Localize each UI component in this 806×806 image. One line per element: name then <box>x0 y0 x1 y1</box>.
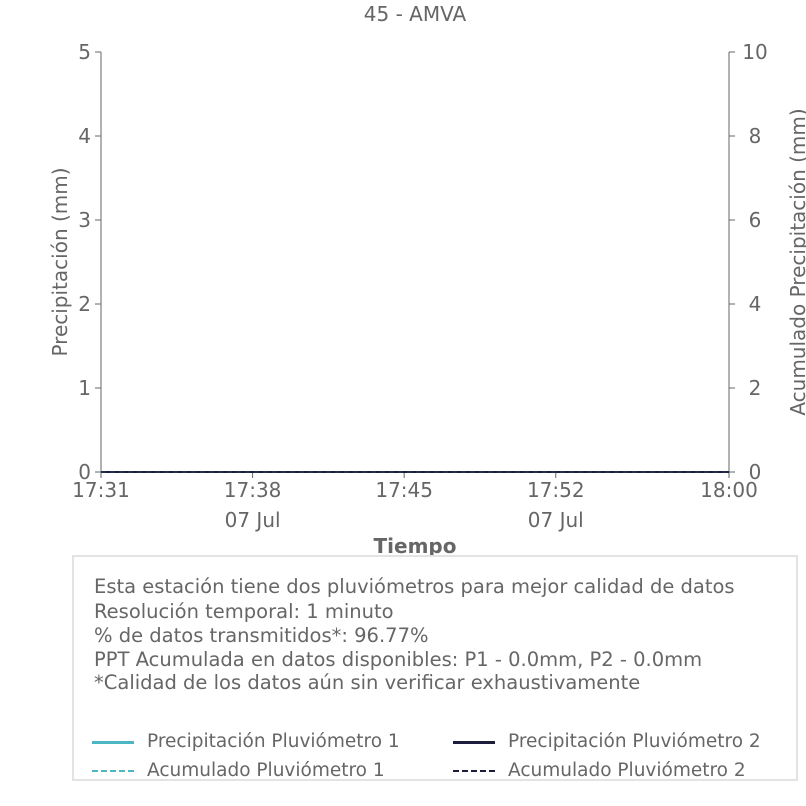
chart-area: 45 - AMVA 0 1 2 3 4 5 0 2 4 6 8 10 17:31 17:38 07 Jul 1… <box>48 2 806 558</box>
legend-label: Acumulado Pluviómetro 1 <box>147 760 385 781</box>
y-left-tick-label: 1 <box>78 376 91 400</box>
x-tick-label: 17:38 <box>224 478 282 502</box>
info-legend-box: Esta estación tiene dos pluviómetros par… <box>72 555 798 781</box>
y-right-tick-label: 2 <box>749 376 762 400</box>
x-tick-date-label: 07 Jul <box>225 508 281 532</box>
x-tick-label: 17:52 <box>527 478 585 502</box>
y-left-tick-label: 2 <box>78 292 91 316</box>
x-tick-label: 17:45 <box>375 478 433 502</box>
legend-swatch-solid-navy <box>453 741 495 744</box>
info-line-description: Esta estación tiene dos pluviómetros par… <box>94 575 735 598</box>
y-right-tick-label: 6 <box>749 208 762 232</box>
y-right-tick-label: 0 <box>749 460 762 484</box>
y-axis-right-label: Acumulado Precipitación (mm) <box>786 108 806 415</box>
x-axis-label: Tiempo <box>374 534 457 558</box>
legend-swatch-solid-teal <box>92 741 134 744</box>
y-right-tick-label: 4 <box>749 292 762 316</box>
x-tick-label: 18:00 <box>700 478 758 502</box>
plot-layer: 0 1 2 3 4 5 0 2 4 6 8 10 17:31 17:38 07 Jul 17:45 17:52 0… <box>72 40 768 532</box>
legend-label: Precipitación Pluviómetro 1 <box>147 731 400 752</box>
y-axis-left-label: Precipitación (mm) <box>48 167 72 356</box>
legend-swatch-dashed-teal <box>92 770 134 772</box>
info-line-accumulated: PPT Acumulada en datos disponibles: P1 -… <box>94 648 703 671</box>
y-left-tick-label: 5 <box>78 40 91 64</box>
chart-title: 45 - AMVA <box>364 2 467 26</box>
x-tick-date-label: 07 Jul <box>528 508 584 532</box>
info-line-quality-note: *Calidad de los datos aún sin verificar … <box>94 671 641 694</box>
y-left-tick-label: 4 <box>78 124 91 148</box>
info-line-resolution: Resolución temporal: 1 minuto <box>94 600 394 623</box>
info-line-transmitted: % de datos transmitidos*: 96.77% <box>94 624 429 647</box>
x-tick-label: 17:31 <box>72 478 130 502</box>
y-right-tick-label: 8 <box>749 124 762 148</box>
y-right-tick-label: 10 <box>742 40 767 64</box>
legend-swatch-dashed-navy <box>453 770 495 772</box>
y-left-tick-label: 3 <box>78 208 91 232</box>
legend-label: Precipitación Pluviómetro 2 <box>508 731 761 752</box>
y-left-tick-label: 0 <box>78 460 91 484</box>
legend-label: Acumulado Pluviómetro 2 <box>508 760 746 781</box>
